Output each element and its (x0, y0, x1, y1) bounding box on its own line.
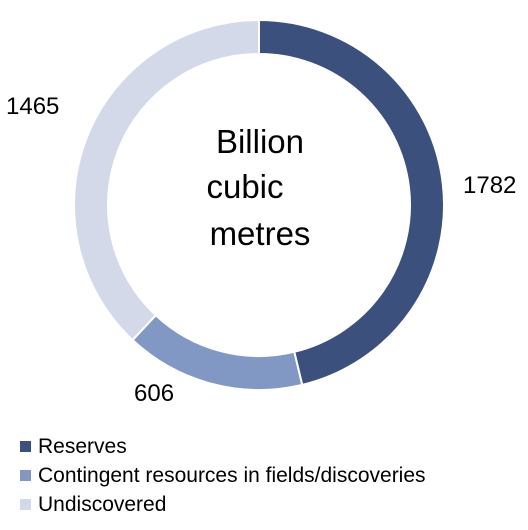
center-label-line-2: cubic (206, 168, 283, 205)
legend-label-undiscovered: Undiscovered (38, 492, 167, 516)
legend-item-reserves: Reserves (20, 432, 426, 461)
slice-reserves (258, 18, 446, 387)
legend-swatch-contingent (20, 470, 31, 481)
center-label-line-1: Billion (216, 123, 304, 160)
legend-item-undiscovered: Undiscovered (20, 490, 426, 519)
data-label-undiscovered: 1465 (6, 93, 59, 120)
legend-item-contingent: Contingent resources in fields/discoveri… (20, 461, 426, 490)
data-label-reserves: 1782 (463, 172, 516, 199)
legend-label-reserves: Reserves (38, 434, 127, 458)
legend-swatch-reserves (20, 441, 31, 452)
legend-label-contingent: Contingent resources in fields/discoveri… (38, 463, 426, 487)
legend: Reserves Contingent resources in fields/… (20, 432, 426, 519)
legend-swatch-undiscovered (20, 499, 31, 510)
center-label-line-3: metres (210, 215, 311, 252)
slice-contingent (131, 313, 304, 391)
donut-slices (73, 18, 446, 391)
data-label-contingent: 606 (134, 380, 174, 407)
slice-undiscovered (73, 18, 260, 342)
